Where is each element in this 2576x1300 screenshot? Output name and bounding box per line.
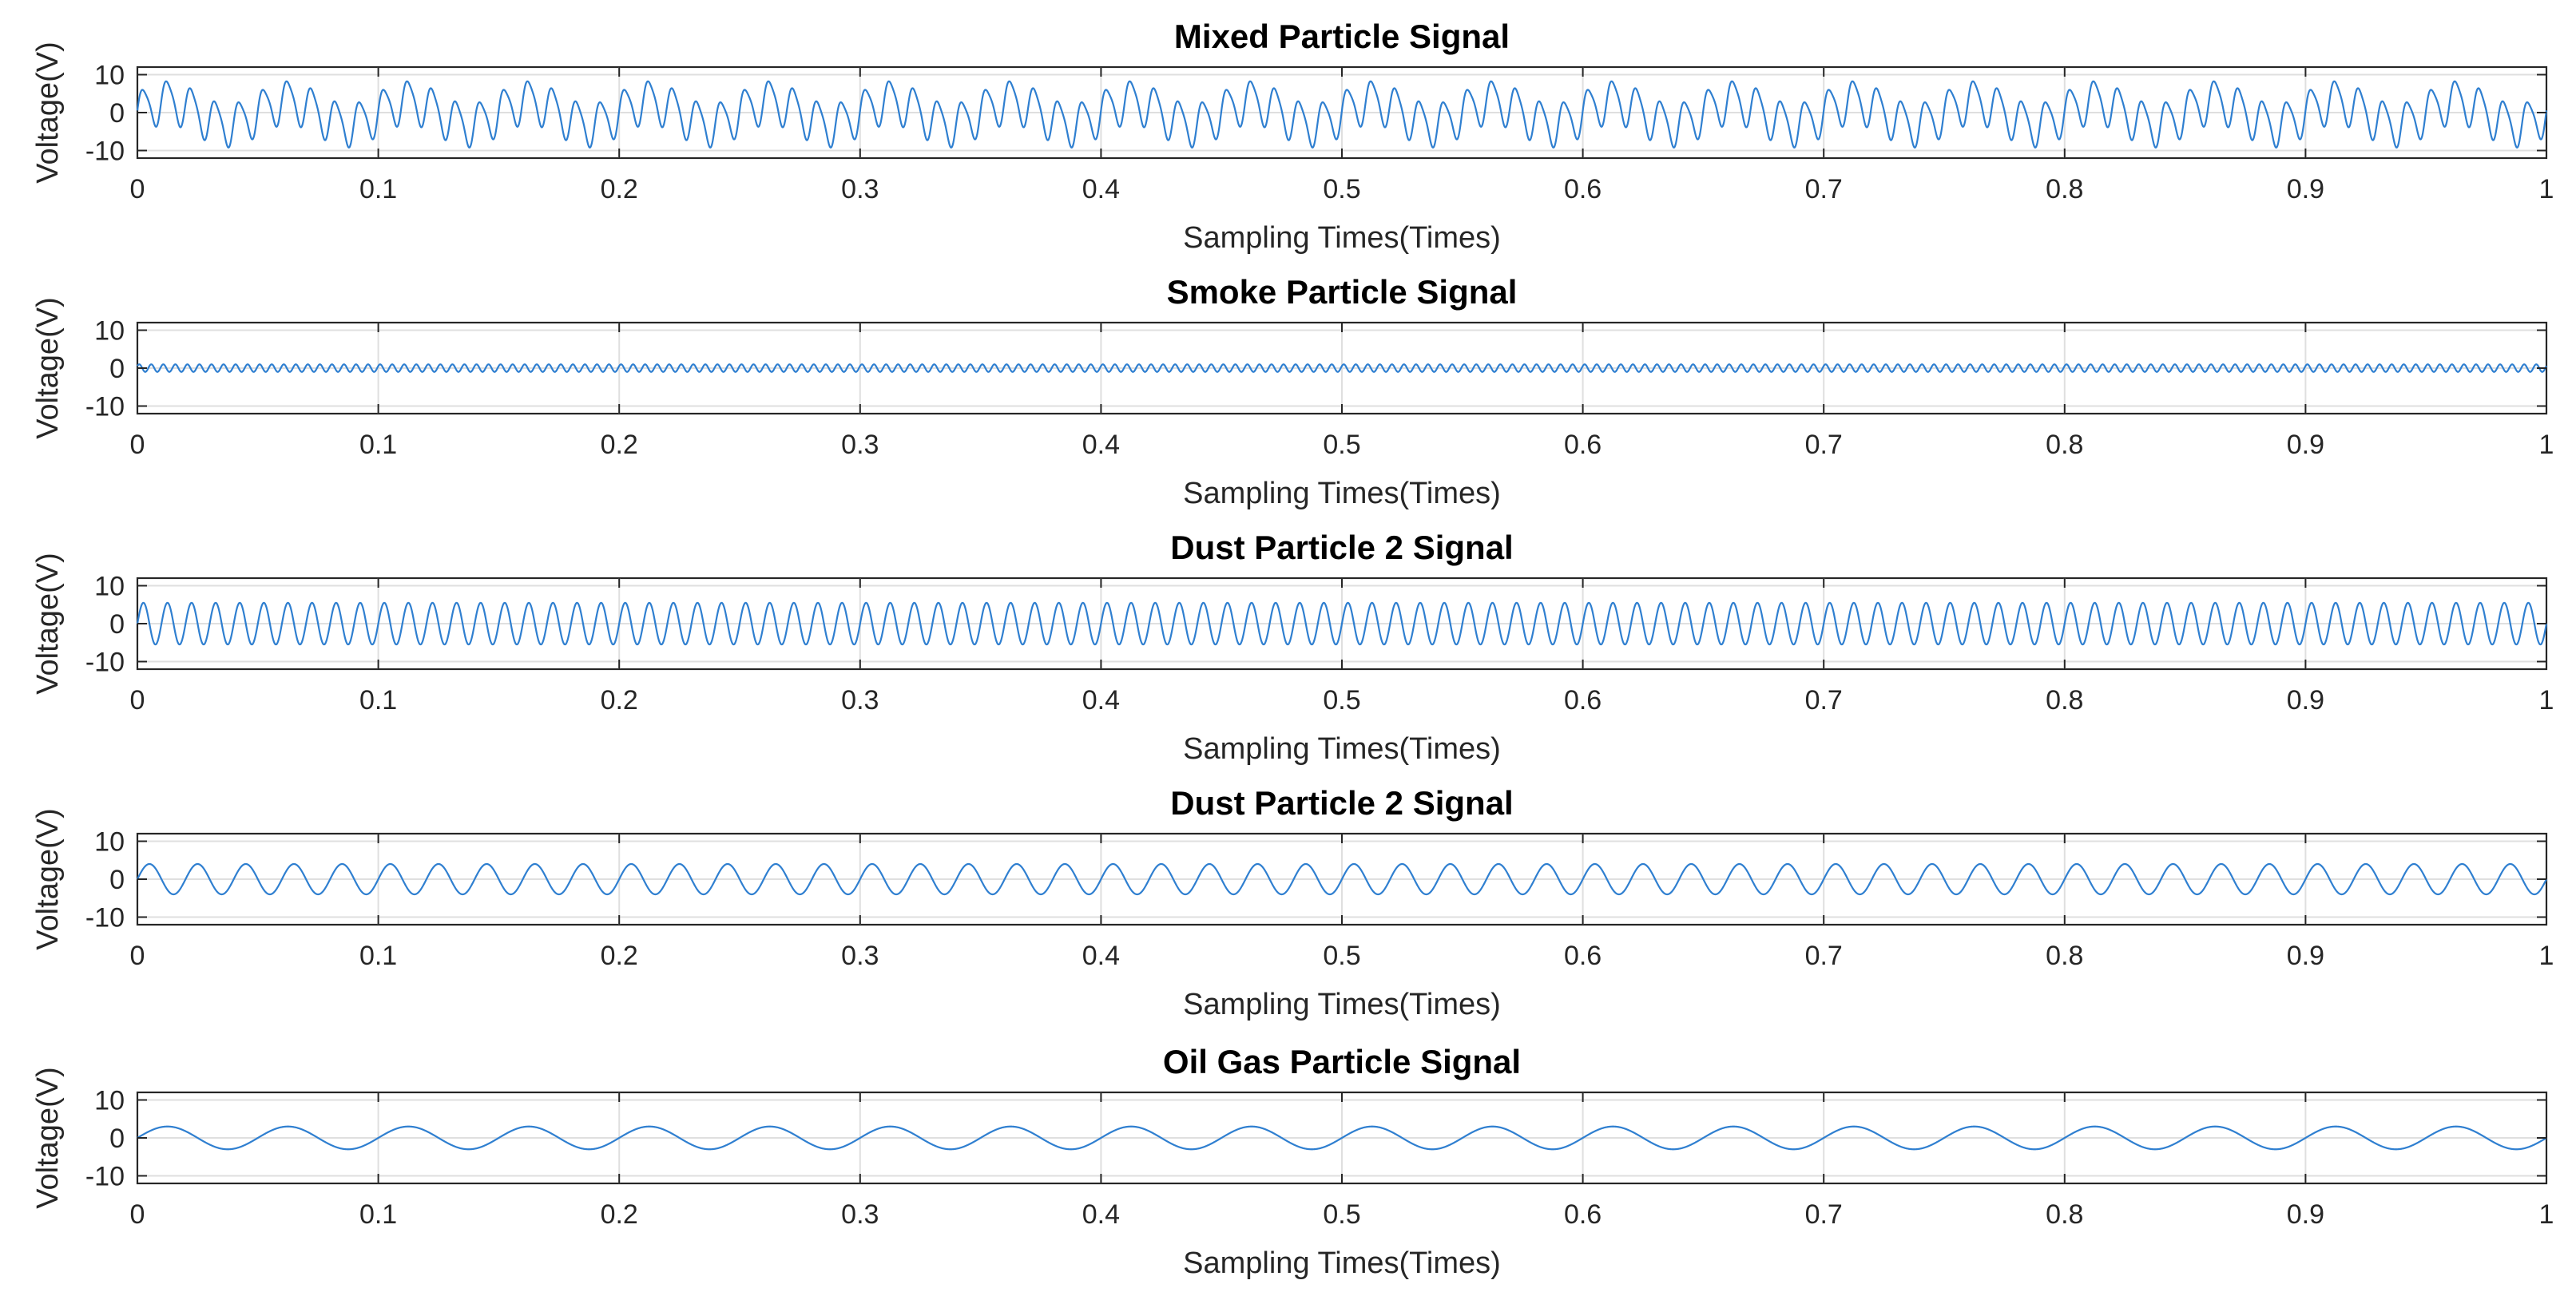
- subplot-1-x-tick-label-10: 1: [2539, 174, 2554, 204]
- subplot-4-x-axis-label: Sampling Times(Times): [1183, 988, 1501, 1021]
- subplot-3-x-tick-label-4: 0.4: [1082, 685, 1120, 715]
- subplot-1-x-tick-label-4: 0.4: [1082, 174, 1120, 204]
- subplot-5-x-tick-label-8: 0.8: [2046, 1199, 2083, 1230]
- subplot-3-x-tick-label-9: 0.9: [2287, 685, 2324, 715]
- subplot-2-y-axis-label: Voltage(V): [31, 297, 65, 438]
- subplot-5-x-tick-label-6: 0.6: [1564, 1199, 1602, 1230]
- subplot-5-x-tick-label-2: 0.2: [601, 1199, 638, 1230]
- subplot-2-x-tick-label-2: 0.2: [601, 430, 638, 460]
- subplot-5-y-axis-label: Voltage(V): [31, 1067, 65, 1208]
- subplot-4: Dust Particle 2 Signal 0 0.1 0.2 0.3 0.4 0.5 0.…: [31, 784, 2554, 1021]
- subplot-4-x-tick-label-5: 0.5: [1323, 941, 1360, 971]
- subplot-3-y-tick-label-0: -10: [85, 648, 125, 678]
- subplot-2-x-tick-label-10: 1: [2539, 430, 2554, 460]
- subplot-3-x-tick-label-6: 0.6: [1564, 685, 1602, 715]
- subplot-1-x-tick-label-5: 0.5: [1323, 174, 1360, 204]
- subplot-1-x-tick-label-7: 0.7: [1805, 174, 1843, 204]
- subplot-1-x-tick-label-2: 0.2: [601, 174, 638, 204]
- subplot-1-y-tick-label-0: -10: [85, 137, 125, 167]
- subplot-5-signal-line: [137, 1125, 2547, 1151]
- subplot-4-x-tick-label-9: 0.9: [2287, 941, 2324, 971]
- subplot-5-x-axis-label: Sampling Times(Times): [1183, 1246, 1501, 1280]
- subplot-1-x-axis-label: Sampling Times(Times): [1183, 221, 1501, 255]
- subplot-2-x-tick-label-1: 0.1: [359, 430, 397, 460]
- subplot-4-signal-line: [137, 862, 2547, 896]
- subplot-3-x-tick-label-1: 0.1: [359, 685, 397, 715]
- subplot-4-x-tick-label-3: 0.3: [841, 941, 879, 971]
- subplot-5-x-tick-label-1: 0.1: [359, 1199, 397, 1230]
- subplot-3-y-tick-label-1: 0: [109, 609, 125, 640]
- subplot-3-x-tick-label-0: 0: [130, 685, 145, 715]
- subplot-2-x-tick-label-6: 0.6: [1564, 430, 1602, 460]
- subplot-3-title: Dust Particle 2 Signal: [1170, 529, 1513, 566]
- subplot-4-title: Dust Particle 2 Signal: [1170, 784, 1513, 822]
- subplot-3-x-tick-label-10: 1: [2539, 685, 2554, 715]
- subplot-1-x-tick-label-6: 0.6: [1564, 174, 1602, 204]
- subplot-2-x-axis-label: Sampling Times(Times): [1183, 477, 1501, 510]
- subplot-2: Smoke Particle Signal 0 0.1 0.2 0.3 0.4 0.5 0.6…: [31, 273, 2554, 510]
- subplot-2-y-tick-label-1: 0: [109, 354, 125, 384]
- subplot-3-x-tick-label-7: 0.7: [1805, 685, 1843, 715]
- subplot-2-x-tick-label-7: 0.7: [1805, 430, 1843, 460]
- subplot-3-x-tick-label-3: 0.3: [841, 685, 879, 715]
- subplot-4-y-tick-label-2: 10: [94, 827, 125, 858]
- subplot-2-x-tick-label-5: 0.5: [1323, 430, 1360, 460]
- subplot-5-x-tick-label-5: 0.5: [1323, 1199, 1360, 1230]
- subplot-4-x-tick-label-10: 1: [2539, 941, 2554, 971]
- subplot-3: Dust Particle 2 Signal 0 0.1 0.2 0.3 0.4 0.5 0.…: [31, 529, 2554, 766]
- subplot-2-x-tick-label-8: 0.8: [2046, 430, 2083, 460]
- subplot-1: Mixed Particle Signal 0 0.1 0.2 0.3 0.4 0.5 0.6…: [31, 18, 2554, 255]
- subplot-4-x-tick-label-6: 0.6: [1564, 941, 1602, 971]
- subplot-2-x-tick-label-0: 0: [130, 430, 145, 460]
- subplot-5-x-tick-label-10: 1: [2539, 1199, 2554, 1230]
- subplot-3-y-axis-label: Voltage(V): [31, 553, 65, 694]
- subplot-4-x-tick-label-0: 0: [130, 941, 145, 971]
- subplot-5-x-tick-label-0: 0: [130, 1199, 145, 1230]
- subplot-5-x-tick-label-4: 0.4: [1082, 1199, 1120, 1230]
- subplot-5-y-tick-label-2: 10: [94, 1086, 125, 1116]
- subplot-1-x-tick-label-3: 0.3: [841, 174, 879, 204]
- subplot-4-y-tick-label-0: -10: [85, 903, 125, 933]
- subplot-2-x-tick-label-9: 0.9: [2287, 430, 2324, 460]
- subplot-4-x-tick-label-4: 0.4: [1082, 941, 1120, 971]
- subplot-2-x-tick-label-4: 0.4: [1082, 430, 1120, 460]
- subplot-3-x-tick-label-5: 0.5: [1323, 685, 1360, 715]
- subplot-4-x-tick-label-1: 0.1: [359, 941, 397, 971]
- subplot-4-x-tick-label-7: 0.7: [1805, 941, 1843, 971]
- subplot-2-y-tick-label-0: -10: [85, 392, 125, 422]
- subplot-3-x-tick-label-2: 0.2: [601, 685, 638, 715]
- subplot-5-y-tick-label-1: 0: [109, 1124, 125, 1154]
- subplot-3-signal-line: [136, 601, 2548, 646]
- subplot-3-y-tick-label-2: 10: [94, 572, 125, 602]
- subplot-1-x-tick-label-9: 0.9: [2287, 174, 2324, 204]
- subplot-2-x-tick-label-3: 0.3: [841, 430, 879, 460]
- subplot-3-x-axis-label: Sampling Times(Times): [1183, 732, 1501, 766]
- subplot-4-y-tick-label-1: 0: [109, 865, 125, 895]
- subplot-5-x-tick-label-3: 0.3: [841, 1199, 879, 1230]
- subplot-5-y-tick-label-0: -10: [85, 1162, 125, 1192]
- subplot-2-signal-line: [137, 363, 2547, 373]
- subplot-4-y-axis-label: Voltage(V): [31, 808, 65, 949]
- subplot-4-x-tick-label-8: 0.8: [2046, 941, 2083, 971]
- subplot-1-title: Mixed Particle Signal: [1174, 18, 1510, 55]
- subplot-2-title: Smoke Particle Signal: [1167, 273, 1518, 311]
- subplot-2-y-tick-label-2: 10: [94, 316, 125, 347]
- subplot-1-y-tick-label-1: 0: [109, 98, 125, 129]
- subplot-1-x-tick-label-1: 0.1: [359, 174, 397, 204]
- subplot-5: Oil Gas Particle Signal 0 0.1 0.2 0.3 0.4 0.5 0…: [31, 1043, 2554, 1280]
- subplot-5-x-tick-label-7: 0.7: [1805, 1199, 1843, 1230]
- subplot-1-x-tick-label-0: 0: [130, 174, 145, 204]
- subplot-1-x-tick-label-8: 0.8: [2046, 174, 2083, 204]
- subplot-1-y-tick-label-2: 10: [94, 61, 125, 91]
- subplot-5-x-tick-label-9: 0.9: [2287, 1199, 2324, 1230]
- subplot-1-y-axis-label: Voltage(V): [31, 42, 65, 183]
- subplot-3-x-tick-label-8: 0.8: [2046, 685, 2083, 715]
- subplot-5-title: Oil Gas Particle Signal: [1163, 1043, 1521, 1080]
- subplot-1-signal-line: [136, 80, 2548, 149]
- subplot-4-x-tick-label-2: 0.2: [601, 941, 638, 971]
